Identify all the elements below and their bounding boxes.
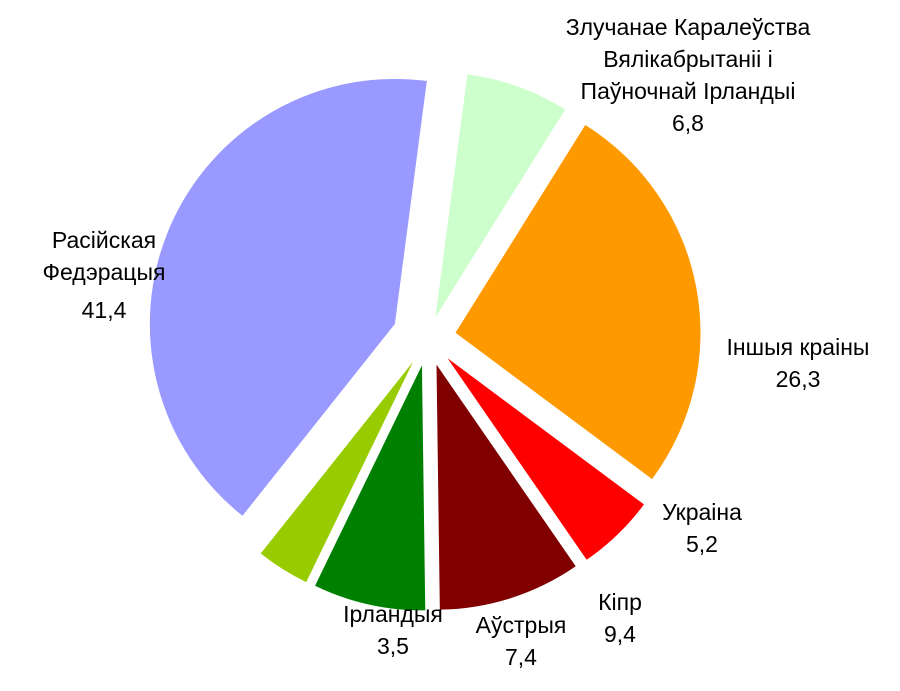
slice-label: Аўстрыя 7,4: [476, 612, 567, 670]
slice-label: Злучанае Каралеўства Вялікабрытаніі і Паўн…: [566, 14, 811, 136]
slice-value-label: 5,2: [686, 531, 718, 557]
slice-label: Расійская Федэрацыя 41,4: [43, 227, 166, 323]
slice-name-label: Вялікабрытаніі і: [603, 46, 772, 72]
slice-label: Іншыя краіны 26,3: [727, 334, 870, 392]
slice-label: Кіпр 9,4: [598, 589, 642, 647]
pie-slice: [315, 365, 426, 611]
slice-value-label: 7,4: [505, 644, 537, 670]
pie-slice: [447, 358, 644, 560]
slice-name-label: Кіпр: [598, 589, 642, 615]
slice-value-label: 3,5: [377, 633, 409, 659]
pie-slices: [149, 74, 701, 611]
pie-slice: [149, 78, 427, 516]
slice-name-label: Злучанае Каралеўства: [566, 14, 811, 40]
slice-label: Ірландыя 3,5: [343, 601, 443, 659]
slice-value-label: 6,8: [672, 110, 704, 136]
slice-value-label: 26,3: [776, 366, 821, 392]
slice-name-label: Іншыя краіны: [727, 334, 870, 360]
slice-value-label: 9,4: [604, 621, 636, 647]
pie-labels: Злучанае Каралеўства Вялікабрытаніі і Паўн…: [43, 14, 870, 670]
pie-slice: [435, 74, 566, 318]
pie-slice: [455, 124, 701, 480]
slice-name-label: Федэрацыя: [43, 259, 166, 285]
slice-name-label: Расійская: [52, 227, 156, 253]
slice-value-label: 41,4: [82, 297, 127, 323]
slice-name-label: Ірландыя: [343, 601, 443, 627]
slice-name-label: Украіна: [662, 499, 742, 525]
slice-name-label: Аўстрыя: [476, 612, 567, 638]
pie-slice: [436, 364, 576, 610]
slice-name-label: Паўночнай Ірландыі: [581, 78, 796, 104]
pie-slice: [260, 361, 414, 583]
slice-label: Украіна 5,2: [662, 499, 742, 557]
